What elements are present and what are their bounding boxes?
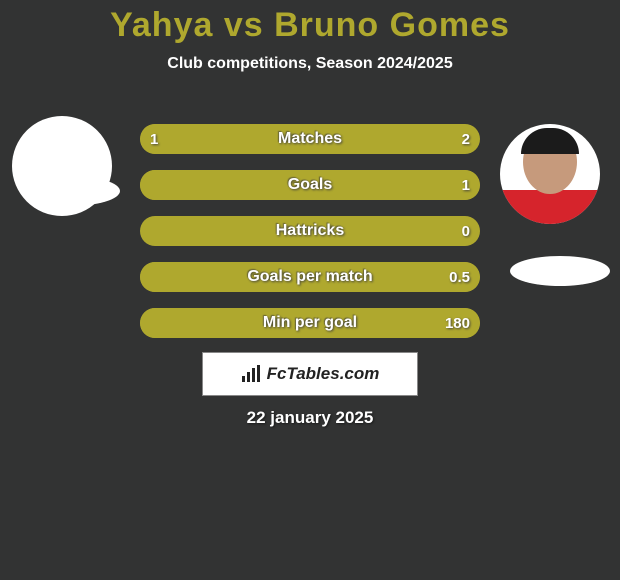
stat-bar-label: Matches — [140, 124, 480, 154]
stat-bar-label: Goals — [140, 170, 480, 200]
avatar-hair — [521, 128, 579, 154]
stat-bar: Hattricks0 — [140, 216, 480, 246]
page-title: Yahya vs Bruno Gomes — [0, 6, 620, 45]
stat-bar: Goals1 — [140, 170, 480, 200]
player-right-team-pill — [510, 256, 610, 286]
stat-bars: Matches12Goals1Hattricks0Goals per match… — [140, 124, 480, 354]
brand-box: FcTables.com — [202, 352, 418, 396]
comparison-infographic: Yahya vs Bruno Gomes Club competitions, … — [0, 0, 620, 580]
player-right-avatar — [500, 124, 600, 224]
date-label: 22 january 2025 — [0, 408, 620, 428]
stat-bar-right-value: 0.5 — [449, 262, 470, 292]
brand-bars-icon — [241, 365, 263, 383]
stat-bar-right-value: 180 — [445, 308, 470, 338]
stat-bar-right-value: 0 — [462, 216, 470, 246]
player-left-team-pill — [20, 176, 120, 206]
brand-label: FcTables.com — [241, 364, 380, 384]
stat-bar-label: Goals per match — [140, 262, 480, 292]
stat-bar: Matches1 2 — [140, 124, 480, 154]
stat-bar-right-value: 1 — [462, 170, 470, 200]
stat-bar-label: Hattricks — [140, 216, 480, 246]
stat-bar-left-value: 1 — [150, 124, 158, 154]
avatar-shirt — [500, 190, 600, 224]
stat-bar: Min per goal180 — [140, 308, 480, 338]
stat-bar-label: Min per goal — [140, 308, 480, 338]
stat-bar: Goals per match0.5 — [140, 262, 480, 292]
page-subtitle: Club competitions, Season 2024/2025 — [0, 55, 620, 73]
stat-bar-right-value: 2 — [462, 124, 470, 154]
brand-text: FcTables.com — [267, 364, 380, 384]
